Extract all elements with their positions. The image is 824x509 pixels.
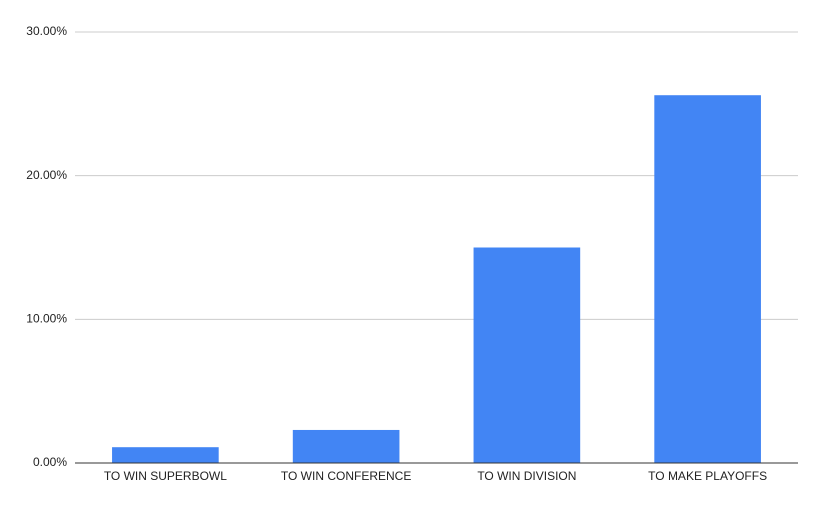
y-tick-label: 20.00% <box>26 168 67 182</box>
y-tick-label: 30.00% <box>26 24 67 38</box>
x-tick-label: TO MAKE PLAYOFFS <box>648 469 767 483</box>
bar <box>473 247 581 463</box>
bar <box>292 429 400 463</box>
x-tick-label: TO WIN CONFERENCE <box>281 469 411 483</box>
bar <box>654 95 761 464</box>
y-tick-label: 0.00% <box>33 455 67 469</box>
bar <box>112 447 219 463</box>
y-tick-label: 10.00% <box>26 312 67 326</box>
x-tick-label: TO WIN SUPERBOWL <box>104 469 227 483</box>
x-tick-label: TO WIN DIVISION <box>477 469 576 483</box>
